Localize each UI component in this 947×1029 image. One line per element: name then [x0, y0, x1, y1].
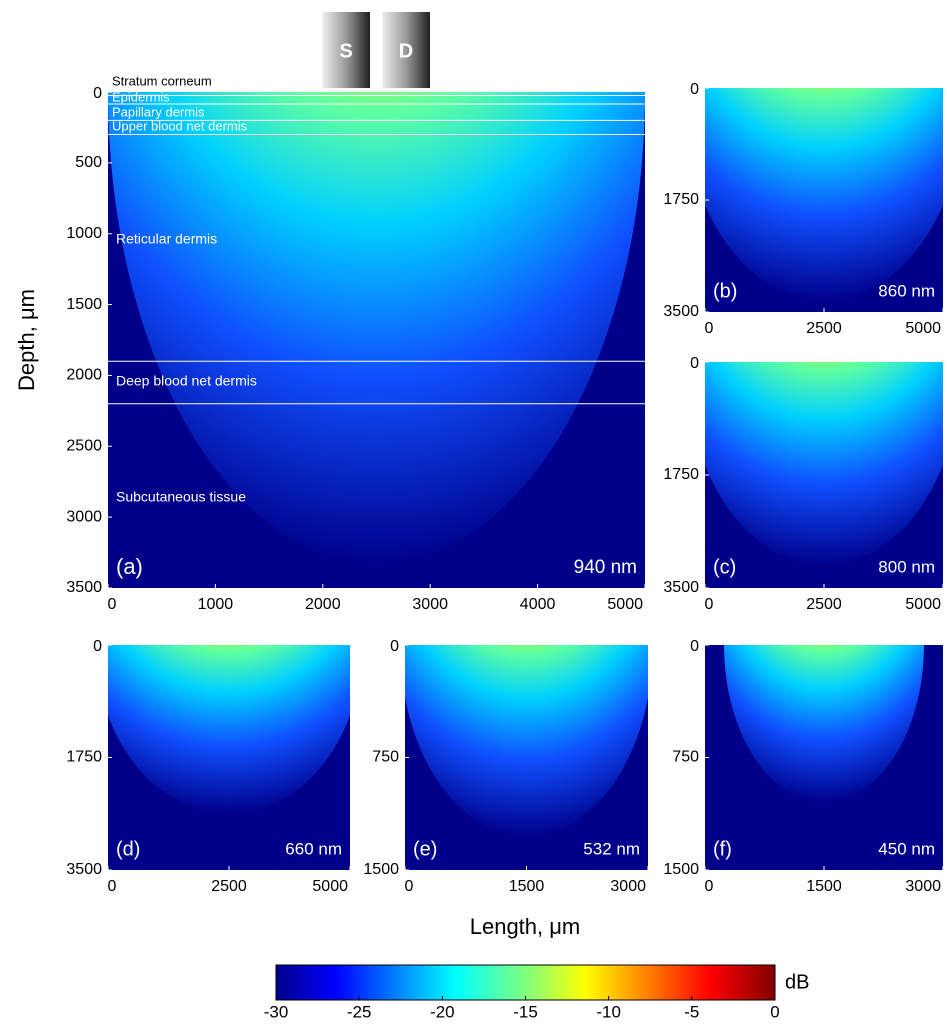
colorbar-tick-label: -10 — [596, 1002, 621, 1021]
x-tick-label: 1500 — [806, 878, 842, 895]
y-tick-label: 1500 — [66, 296, 102, 313]
colorbar-tick-label: 0 — [770, 1002, 779, 1021]
wavelength-label: 532 nm — [583, 839, 640, 858]
probe-label: S — [339, 40, 352, 62]
panel-label: (a) — [116, 554, 143, 579]
y-tick-label: 750 — [672, 749, 699, 766]
probe — [382, 12, 430, 88]
x-tick-label: 0 — [108, 596, 117, 613]
x-tick-label: 3000 — [412, 596, 448, 613]
probe — [322, 12, 370, 88]
colorbar-tick-label: -15 — [513, 1002, 538, 1021]
layer-label: Deep blood net dermis — [116, 373, 257, 389]
heatmap-field — [705, 362, 943, 566]
y-tick-label: 0 — [690, 355, 699, 372]
y-tick-label: 3500 — [663, 303, 699, 320]
panel-label: (d) — [116, 838, 140, 860]
x-axis-label: Length, μm — [470, 914, 581, 939]
y-tick-label: 0 — [93, 638, 102, 655]
y-tick-label: 3500 — [66, 579, 102, 596]
y-tick-label: 1000 — [66, 225, 102, 242]
heatmap-field — [405, 645, 648, 837]
colorbar-tick-label: -25 — [347, 1002, 372, 1021]
wavelength-label: 860 nm — [878, 281, 935, 300]
y-tick-label: 3500 — [663, 579, 699, 596]
wavelength-label: 450 nm — [878, 839, 935, 858]
y-tick-label: 0 — [690, 81, 699, 98]
y-tick-label: 0 — [93, 85, 102, 102]
y-tick-label: 1500 — [363, 861, 399, 878]
x-tick-label: 5000 — [905, 596, 941, 613]
panel: 0 1000 2000 3000 4000 5000 0 500 1000 1500 2000 250… — [66, 73, 646, 613]
layer-label: Papillary dermis — [112, 104, 205, 119]
layer-label: Subcutaneous tissue — [116, 489, 246, 505]
y-tick-label: 0 — [690, 638, 699, 655]
x-tick-label: 4000 — [520, 596, 556, 613]
y-tick-label: 1500 — [663, 861, 699, 878]
x-tick-label: 2500 — [806, 596, 842, 613]
x-tick-label: 0 — [405, 878, 414, 895]
y-tick-label: 3500 — [66, 861, 102, 878]
x-tick-label: 2000 — [305, 596, 341, 613]
y-tick-label: 1750 — [663, 191, 699, 208]
y-tick-label: 3000 — [66, 508, 102, 525]
panel: 0 1500 3000 0 750 1500 (e) 532 nm — [363, 638, 649, 895]
colorbar-unit: dB — [785, 971, 809, 993]
panel-label: (e) — [413, 838, 437, 860]
y-tick-label: 500 — [75, 154, 102, 171]
panel: 0 2500 5000 0 1750 3500 (b) 860 nm — [663, 81, 944, 337]
layer-label: Stratum corneum — [112, 73, 212, 88]
y-tick-label: 2000 — [66, 367, 102, 384]
wavelength-label: 940 nm — [574, 557, 637, 578]
heatmap-field — [108, 92, 645, 564]
x-tick-label: 2500 — [806, 320, 842, 337]
y-tick-label: 2500 — [66, 438, 102, 455]
heatmap-field — [108, 645, 350, 814]
y-tick-label: 750 — [372, 749, 399, 766]
wavelength-label: 660 nm — [285, 839, 342, 858]
wavelength-label: 800 nm — [878, 557, 935, 576]
colorbar — [275, 964, 776, 1001]
colorbar-tick-label: -30 — [264, 1002, 289, 1021]
x-tick-label: 1500 — [509, 878, 545, 895]
probe-label: D — [399, 40, 413, 62]
layer-label: Epidermis — [112, 89, 170, 104]
heatmap-field — [705, 88, 943, 301]
colorbar-tick-label: -20 — [430, 1002, 455, 1021]
x-tick-label: 3000 — [610, 878, 646, 895]
x-tick-label: 0 — [705, 596, 714, 613]
panel: 0 1500 3000 0 750 1500 (f) 450 nm — [663, 638, 944, 895]
x-tick-label: 5000 — [312, 878, 348, 895]
x-tick-label: 5000 — [607, 596, 643, 613]
panel-label: (f) — [713, 838, 732, 860]
panel: 0 2500 5000 0 1750 3500 (c) 800 nm — [663, 355, 944, 613]
heatmap-field — [724, 645, 924, 803]
y-axis-label: Depth, μm — [14, 289, 39, 391]
y-tick-label: 0 — [390, 638, 399, 655]
panel-label: (b) — [713, 280, 737, 302]
x-tick-label: 0 — [705, 320, 714, 337]
colorbar-tick-label: -5 — [684, 1002, 699, 1021]
y-tick-label: 1750 — [66, 749, 102, 766]
y-tick-label: 1750 — [663, 466, 699, 483]
layer-label: Reticular dermis — [116, 231, 217, 247]
x-tick-label: 2500 — [211, 878, 247, 895]
x-tick-label: 1000 — [198, 596, 234, 613]
x-tick-label: 0 — [705, 878, 714, 895]
layer-label: Upper blood net dermis — [112, 118, 248, 133]
panel-label: (c) — [713, 556, 736, 578]
x-tick-label: 0 — [108, 878, 117, 895]
x-tick-label: 5000 — [905, 320, 941, 337]
panel: 0 2500 5000 0 1750 3500 (d) 660 nm — [66, 638, 351, 895]
x-tick-label: 3000 — [905, 878, 941, 895]
